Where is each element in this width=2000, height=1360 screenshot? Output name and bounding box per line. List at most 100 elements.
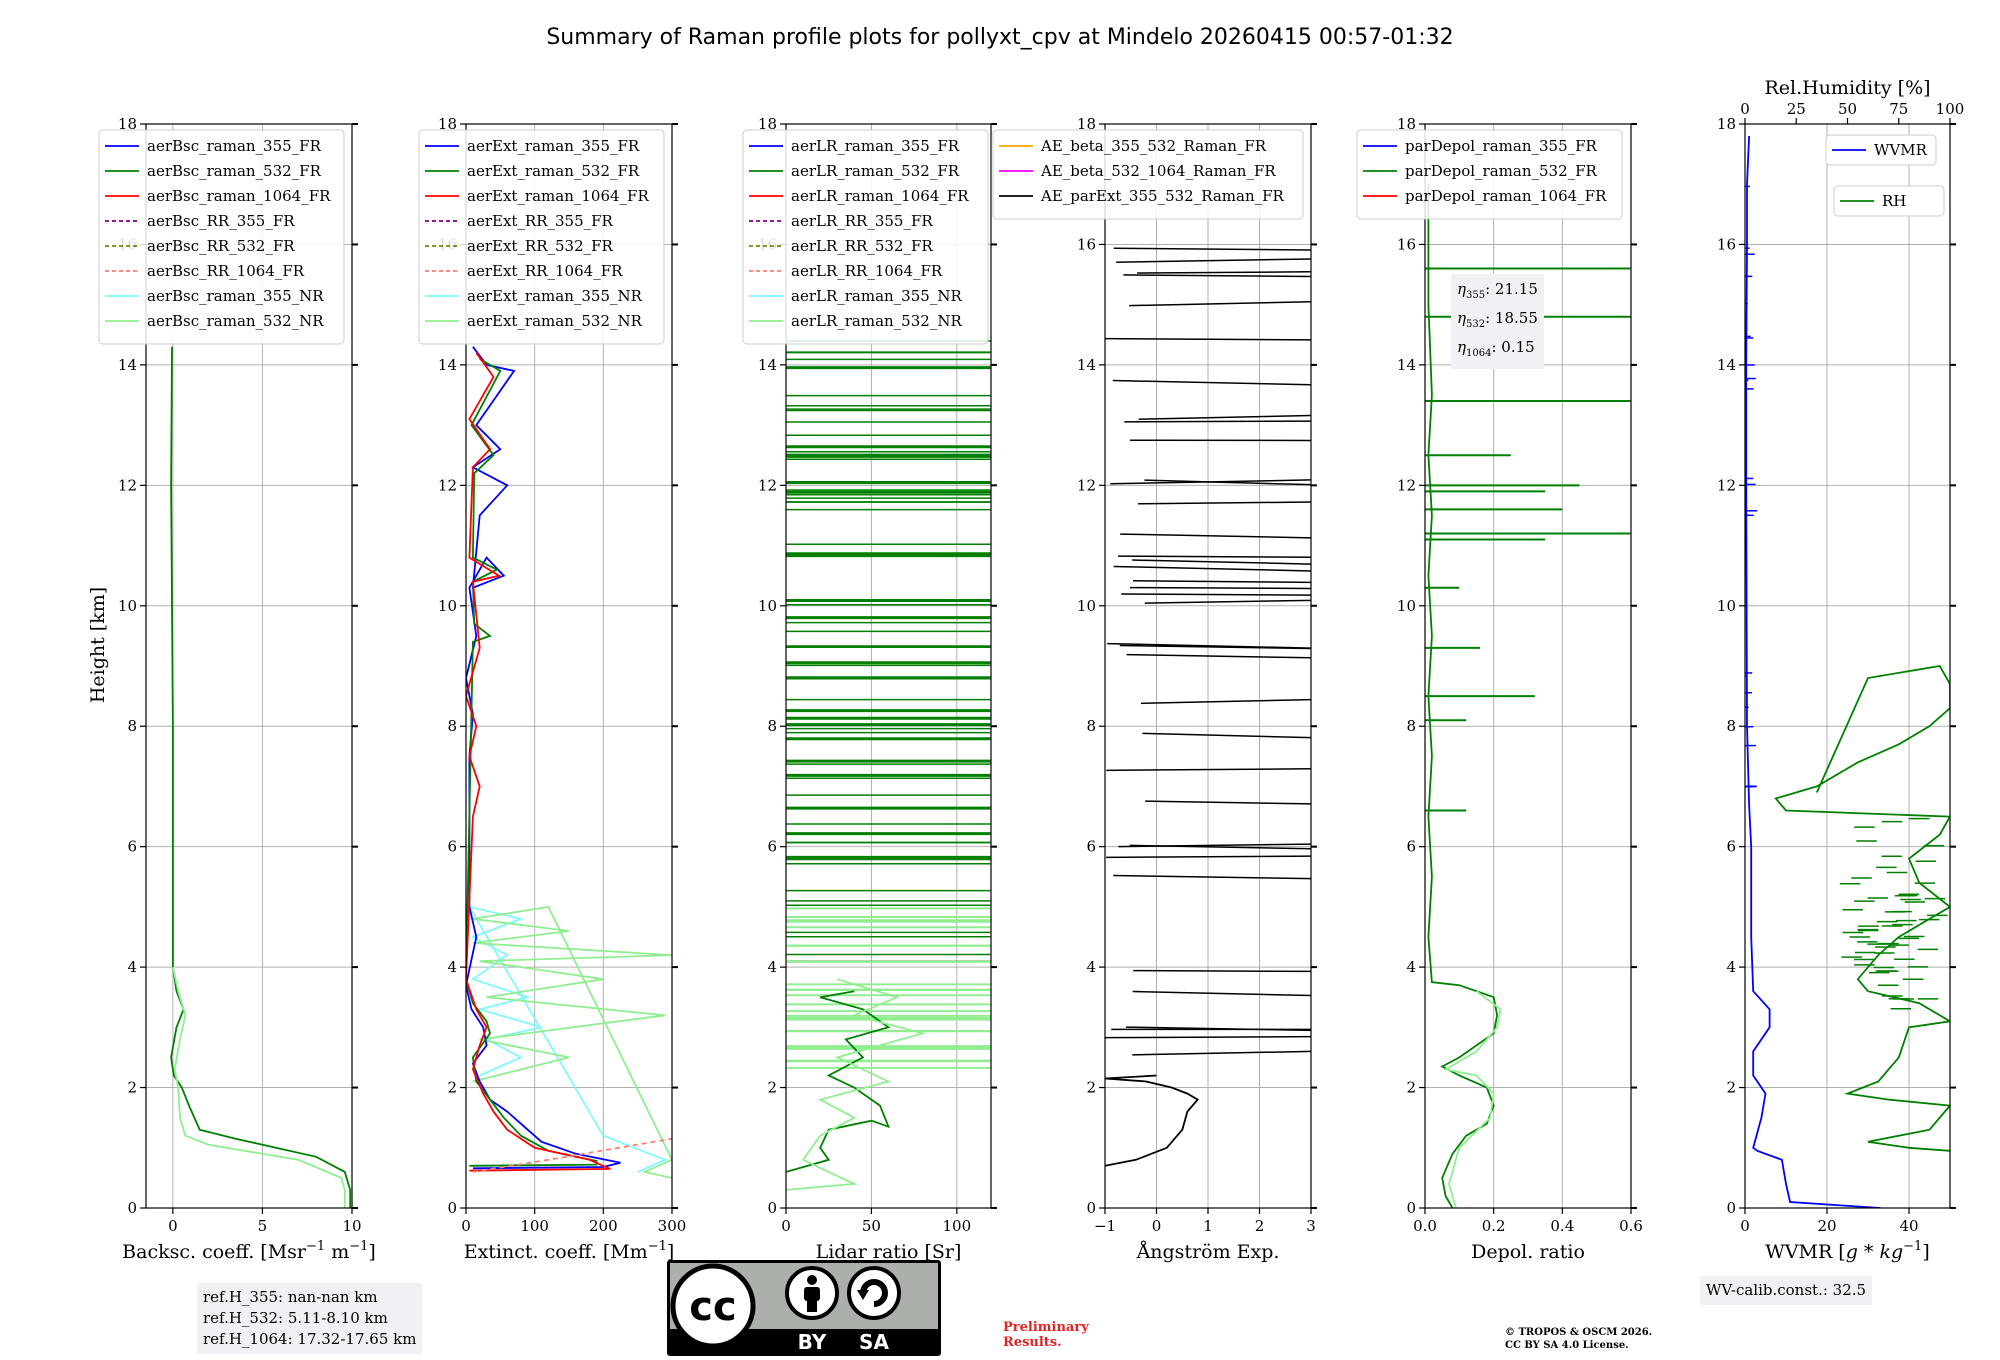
series-RH — [1774, 665, 1950, 1152]
legend-entry: parDepol_raman_355_FR — [1405, 137, 1598, 155]
legend: aerExt_raman_355_FR aerExt_raman_532_FRae… — [418, 129, 665, 345]
legend-entry: aerExt_raman_532_NR — [467, 312, 643, 330]
x-tick-label: 300 — [658, 1217, 687, 1235]
y-tick-label: 18 — [758, 115, 777, 133]
legend: WVMR RH — [1825, 134, 1945, 217]
y-tick-label: 8 — [1086, 717, 1096, 735]
cc-by-sa-badge: cc BY SA — [667, 1260, 941, 1356]
axes-frame — [785, 123, 992, 1209]
series-parDepol_raman_532_NR_light — [1443, 990, 1502, 1208]
angstrom-line — [1120, 533, 1311, 539]
y-tick-label: 14 — [1397, 356, 1416, 374]
by-label: BY — [798, 1330, 827, 1354]
y-tick-label: 14 — [1077, 356, 1096, 374]
y-tick-label: 14 — [438, 356, 457, 374]
y-tick-label: 12 — [438, 476, 457, 494]
ref-h-355: ref.H_355: nan-nan km — [203, 1288, 378, 1306]
x-tick-label: 0 — [1740, 1217, 1750, 1235]
angstrom-line — [1129, 300, 1311, 307]
angstrom-line — [1105, 337, 1311, 341]
y-tick-label: 6 — [767, 838, 777, 856]
legend-box — [1356, 129, 1623, 220]
angstrom-line — [1106, 768, 1311, 772]
angstrom-line — [1107, 642, 1311, 649]
data-layer — [786, 340, 991, 1191]
legend-box — [98, 129, 345, 345]
angstrom-line — [1140, 698, 1311, 705]
series-aerBsc_raman_532_FR — [170, 346, 352, 1208]
x-axis-label: Lidar ratio [Sr] — [816, 1241, 962, 1263]
x-tick-label: 50 — [862, 1217, 881, 1235]
eta-532: 18.55 — [1494, 309, 1538, 327]
legend-entry: aerExt_raman_532_FR — [467, 162, 640, 180]
panel-2: 0246810121416180100200300Extinct. coeff.… — [418, 115, 687, 1263]
y-tick-label: 6 — [1406, 838, 1416, 856]
y-tick-label: 2 — [1726, 1079, 1736, 1097]
x-tick-label: 0.4 — [1550, 1217, 1574, 1235]
legend-entry: aerExt_RR_532_FR — [467, 237, 614, 255]
x-tick-label: 1 — [1203, 1217, 1213, 1235]
x-axis-label: Extinct. coeff. [Mm−1] — [464, 1239, 675, 1263]
x-tick-label: 0.0 — [1413, 1217, 1437, 1235]
y-tick-label: 8 — [447, 717, 457, 735]
legend-entry: AE_parExt_355_532_Raman_FR — [1040, 187, 1285, 205]
angstrom-line — [1113, 874, 1311, 880]
angstrom-line — [1118, 555, 1311, 558]
legend-entry: aerLR_raman_532_FR — [791, 162, 960, 180]
wv-calib-const: WV-calib.const.: 32.5 — [1706, 1281, 1867, 1299]
series-WVMR — [1745, 135, 1881, 1208]
series-aerExt_raman_1064_FR — [466, 352, 611, 1172]
legend-entry: aerBsc_raman_355_NR — [147, 287, 324, 305]
legend-entry: AE_beta_532_1064_Raman_FR — [1040, 162, 1276, 180]
top-x-tick-label: 100 — [1936, 100, 1965, 118]
legend-entry: aerLR_RR_1064_FR — [791, 262, 943, 280]
x-tick-label: 10 — [342, 1217, 361, 1235]
cc-logo-text: cc — [689, 1284, 736, 1330]
y-tick-label: 10 — [1717, 597, 1736, 615]
panels: 0246810121416180510Backsc. coeff. [Msr−1… — [98, 77, 1964, 1263]
series-AE_parExt_355_532_Raman_FR — [1105, 1074, 1200, 1167]
axes-frame — [145, 123, 353, 1209]
legend-entry: aerBsc_RR_1064_FR — [147, 262, 305, 280]
x-tick-label: 40 — [1899, 1217, 1918, 1235]
angstrom-line — [1112, 379, 1311, 386]
legend-entry: aerExt_RR_355_FR — [467, 212, 614, 230]
legend-entry: aerLR_raman_355_NR — [791, 287, 962, 305]
x-tick-label: 200 — [589, 1217, 618, 1235]
angstrom-line — [1132, 579, 1311, 584]
x-axis-label: WVMR [g * kg−1] — [1765, 1239, 1929, 1263]
y-tick-label: 8 — [127, 717, 137, 735]
y-tick-label: 0 — [1086, 1199, 1096, 1217]
x-tick-label: 0 — [461, 1217, 471, 1235]
y-tick-label: 18 — [118, 115, 137, 133]
x-tick-label: 3 — [1306, 1217, 1316, 1235]
angstrom-line — [1133, 969, 1311, 973]
angstrom-line — [1144, 599, 1311, 604]
angstrom-line — [1129, 844, 1311, 850]
legend-entry: aerLR_RR_532_FR — [791, 237, 933, 255]
data-layer — [1745, 135, 1950, 1208]
y-tick-label: 10 — [758, 597, 777, 615]
legend-box — [992, 129, 1304, 220]
angstrom-line — [1129, 586, 1311, 590]
top-x-tick-label: 25 — [1787, 100, 1806, 118]
y-tick-label: 2 — [127, 1079, 137, 1097]
angstrom-line — [1113, 565, 1311, 572]
legend-entry: aerBsc_raman_1064_FR — [147, 187, 331, 205]
legend-entry: parDepol_raman_1064_FR — [1405, 187, 1607, 205]
legend-entry: WVMR — [1874, 141, 1928, 159]
y-tick-label: 14 — [1717, 356, 1736, 374]
x-tick-label: −1 — [1094, 1217, 1116, 1235]
data-layer — [1425, 184, 1631, 1208]
data-layer — [170, 346, 352, 1208]
angstrom-line — [1124, 420, 1311, 423]
series-aerExt_raman_355_FR — [466, 346, 621, 1170]
reference-height-box: ref.H_355: nan-nan km ref.H_532: 5.11-8.… — [197, 1283, 423, 1354]
angstrom-line — [1145, 800, 1311, 805]
angstrom-line — [1132, 990, 1311, 997]
y-tick-label: 0 — [127, 1199, 137, 1217]
y-axis-label: Height [km] — [87, 587, 109, 703]
y-tick-label: 4 — [127, 958, 137, 976]
preliminary-line-1: Preliminary — [1003, 1320, 1089, 1335]
